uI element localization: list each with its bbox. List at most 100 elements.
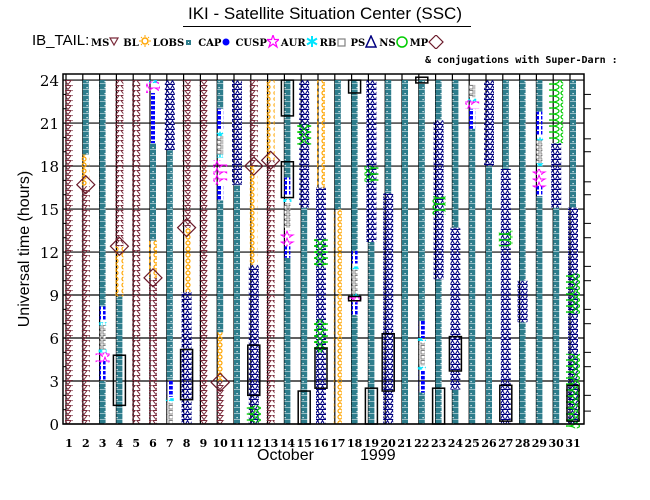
x-tick-label: 28	[515, 437, 531, 450]
segment-bl-day-17	[333, 209, 342, 424]
segment-lobs-day-17	[334, 80, 341, 210]
segment-cusp-day-18	[347, 296, 362, 303]
segment-cap-day-10	[217, 184, 224, 201]
superdarn-conjugation-box	[112, 354, 127, 407]
x-tick-label: 19	[364, 437, 379, 450]
segment-ps-day-27	[500, 168, 511, 424]
segment-lobs-day-24	[452, 80, 459, 228]
superdarn-conjugation-box	[247, 344, 261, 397]
mp-diamond-marker	[176, 217, 197, 238]
segment-ms-day-9	[199, 80, 208, 424]
segment-cap-day-7	[166, 379, 173, 397]
plot-frame	[62, 73, 585, 425]
segment-ps-day-24	[450, 227, 461, 390]
x-tick-label: 21	[397, 437, 412, 450]
segment-cap-day-25	[469, 108, 476, 129]
x-tick-label: 6	[149, 437, 157, 450]
segment-rb-day-22	[418, 342, 425, 366]
segment-bl-day-4	[115, 246, 124, 297]
segment-ps-day-31	[568, 207, 578, 424]
x-tick-label: 14	[280, 437, 296, 450]
mp-diamond-marker	[143, 267, 163, 288]
segment-lobs-day-19	[368, 242, 375, 424]
segment-aur-day-10	[216, 154, 225, 158]
x-tick-label: 20	[381, 437, 397, 450]
segment-ps-day-7	[164, 80, 175, 151]
superdarn-conjugation-box	[566, 384, 580, 422]
segment-ms-day-13	[266, 160, 275, 424]
legend-label-rb: RB	[319, 38, 337, 49]
segment-ns-day-30	[549, 80, 564, 144]
segment-lobs-day-10	[217, 80, 224, 109]
segment-ms-day-2	[81, 186, 90, 424]
y-tick-label: 0	[49, 416, 59, 434]
segment-ms-day-1	[65, 80, 73, 424]
x-tick-label: 26	[481, 437, 497, 450]
superdarn-conjugation-box	[179, 348, 194, 401]
y-tick-label: 24	[40, 72, 59, 90]
segment-cap-day-22	[418, 369, 425, 393]
y-tick-label: 15	[40, 201, 59, 219]
segment-aur-day-29	[535, 163, 544, 167]
segment-rb-day-29	[536, 140, 543, 164]
x-tick-label: 8	[183, 437, 191, 450]
segment-bl-day-13	[266, 80, 275, 161]
segment-cusp-day-25	[465, 100, 480, 109]
segment-lobs-day-24	[452, 389, 459, 424]
segment-lobs-day-15	[301, 207, 308, 424]
segment-aur-day-18	[350, 293, 359, 297]
segment-cap-day-29	[536, 184, 543, 197]
segment-ps-day-16	[316, 187, 326, 424]
segment-ms-day-5	[132, 80, 141, 424]
legend-label-cusp: CUSP	[235, 38, 267, 49]
superdarn-conjugation-box	[314, 347, 328, 389]
segment-lobs-day-28	[519, 322, 526, 424]
segment-cap-day-22	[418, 320, 425, 339]
segment-rb-day-18	[351, 269, 358, 296]
segment-rb-day-7	[166, 402, 173, 424]
segment-cusp-day-3	[95, 352, 110, 363]
segment-cusp-day-29	[532, 168, 547, 188]
mp-diamond-marker	[210, 372, 231, 393]
segment-lobs-day-22	[418, 392, 425, 424]
segment-ns-day-23	[431, 196, 446, 215]
segment-bl-day-10	[216, 332, 225, 382]
legend-label-ms: MS	[91, 38, 110, 49]
segment-ms-day-8	[182, 80, 191, 228]
x-tick-label: 16	[313, 437, 329, 450]
segment-lobs-day-23	[435, 80, 442, 121]
segment-lobs-day-3	[99, 381, 106, 424]
segment-cusp-day-6	[146, 81, 160, 93]
segment-ms-day-6	[149, 277, 157, 424]
x-tick-label: 15	[297, 437, 312, 450]
x-tick-label: 11	[229, 437, 244, 450]
segment-lobs-day-23	[435, 279, 442, 424]
segment-rb-day-14	[284, 203, 291, 228]
segment-lobs-day-22	[418, 80, 425, 321]
x-tick-label: 27	[498, 437, 513, 450]
segment-lobs-day-14	[284, 257, 291, 424]
y-tick-label: 3	[49, 373, 59, 391]
segment-cap-day-18	[351, 250, 358, 264]
segment-aur-day-3	[98, 322, 107, 326]
segment-ns-day-15	[297, 124, 312, 145]
segment-bl-day-2	[81, 154, 90, 187]
segment-aur-day-29	[535, 137, 544, 141]
segment-bl-day-6	[149, 240, 157, 278]
legend-label-bl: BL	[123, 38, 139, 49]
superdarn-conjugation-box	[415, 76, 429, 84]
y-tick-label: 9	[49, 287, 59, 305]
segment-aur-day-22	[417, 366, 426, 370]
segment-ps-day-20	[383, 193, 394, 424]
segment-lobs-day-18	[351, 80, 358, 251]
segment-cap-day-18	[351, 302, 358, 316]
asterisk-icon	[306, 35, 318, 49]
segment-lobs-day-26	[486, 166, 492, 424]
dot-icon	[221, 35, 233, 49]
y-tick-label: 18	[40, 158, 59, 176]
segment-lobs-day-10	[217, 200, 224, 333]
segment-ps-day-26	[484, 80, 494, 167]
segment-lobs-day-6	[150, 143, 156, 241]
legend-label-ns: NS	[379, 38, 396, 49]
y-tick-label: 6	[49, 330, 59, 348]
